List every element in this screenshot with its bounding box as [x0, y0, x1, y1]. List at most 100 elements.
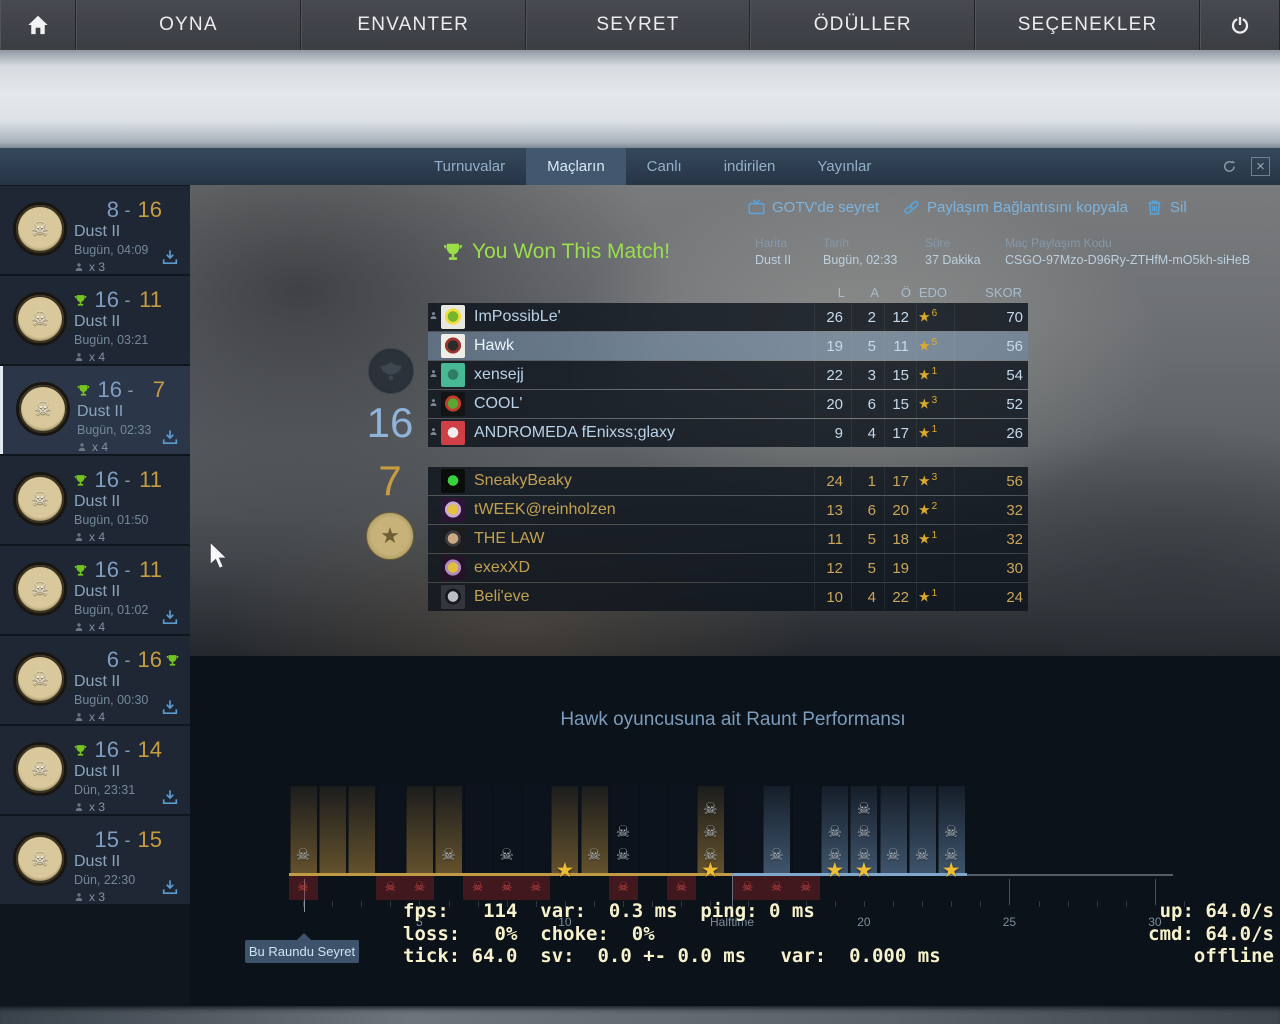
match-score: 16-11	[74, 467, 186, 493]
watch-this-round-button[interactable]: Bu Raundu Seyret	[245, 933, 359, 963]
round-2-bar[interactable]	[318, 786, 346, 873]
column-divider	[954, 390, 955, 418]
download-demo-button[interactable]	[162, 249, 179, 266]
round-11-bar[interactable]	[580, 786, 608, 873]
tab-indirilen[interactable]: indirilen	[703, 148, 797, 185]
tab-canlı[interactable]: Canlı	[626, 148, 703, 185]
kill-skull-icon: ☠	[499, 847, 514, 864]
download-demo-button[interactable]	[162, 789, 179, 806]
match-history-item[interactable]: ☠ 16-7 Dust II Bugün, 02:33 x 4	[0, 366, 190, 454]
nav-button-seyret[interactable]: SEYRET	[525, 0, 751, 50]
nav-button-oyna[interactable]: OYNA	[76, 0, 301, 50]
match-item-info: 15-15 Dust II Dün, 22:30 x 3	[74, 827, 186, 904]
player-row[interactable]: ANDROMEDA fEnixss;glaxy 9 4 17 ★1 26	[428, 419, 1028, 447]
score-right: 16	[137, 647, 162, 672]
download-demo-button[interactable]	[162, 699, 179, 716]
close-button[interactable]: ×	[1251, 157, 1270, 176]
round-22-bar[interactable]	[908, 786, 936, 873]
round-17-bar[interactable]	[763, 786, 791, 873]
copy-share-link-button[interactable]: Paylaşım Bağlantısını kopyala	[903, 199, 1128, 216]
stat-assists: 5	[867, 530, 876, 548]
stat-mvp: ★1	[918, 366, 938, 383]
round-18-bar[interactable]	[792, 786, 820, 873]
round-5-bar[interactable]	[405, 786, 433, 873]
round-3-bar[interactable]	[347, 786, 375, 873]
match-history-item[interactable]: ☠ 16-11 Dust II Bugün, 01:02 x 4	[0, 546, 190, 634]
person-icon	[75, 713, 83, 721]
delete-match-button[interactable]: Sil	[1146, 199, 1187, 216]
round-21-bar[interactable]	[879, 786, 907, 873]
match-history-item[interactable]: ☠ 16-11 Dust II Bugün, 01:50 x 4	[0, 456, 190, 544]
friend-person-icon	[430, 399, 437, 407]
match-history-item[interactable]: ☠ 16-14 Dust II Dün, 23:31 x 3	[0, 726, 190, 814]
player-row[interactable]: Hawk 19 5 11 ★5 56	[428, 332, 1028, 360]
stat-kills: 20	[826, 395, 843, 413]
tv-icon	[748, 199, 765, 216]
match-history-item[interactable]: ☠ 8-16 Dust II Bugün, 04:09 x 3	[0, 186, 190, 274]
round-13-bar[interactable]	[638, 786, 666, 873]
download-demo-button[interactable]	[162, 879, 179, 896]
player-row[interactable]: xensejj 22 3 15 ★1 54	[428, 361, 1028, 389]
download-icon	[162, 610, 178, 625]
nav-button-ödüller[interactable]: ÖDÜLLER	[750, 0, 976, 50]
round-9-bar[interactable]	[522, 786, 550, 873]
round-12-bar[interactable]	[609, 786, 637, 873]
nav-button-seçenekler[interactable]: SEÇENEKLER	[975, 0, 1200, 50]
column-header-a: A	[870, 285, 879, 300]
round-19-bar[interactable]	[821, 786, 849, 873]
refresh-button[interactable]	[1220, 157, 1239, 176]
round-16-bar[interactable]	[734, 786, 761, 873]
download-demo-button[interactable]	[162, 609, 179, 626]
round-7-bar[interactable]	[464, 786, 492, 873]
person-icon	[75, 803, 83, 811]
column-divider	[851, 583, 852, 611]
player-name: Hawk	[474, 337, 515, 354]
map-badge-skull: ☠	[31, 758, 49, 780]
stat-score: 24	[1006, 588, 1023, 606]
axis-tick	[805, 901, 807, 907]
tab-maçların[interactable]: Maçların	[526, 148, 626, 185]
player-avatar	[441, 305, 465, 329]
player-row[interactable]: SneakyBeaky 24 1 17 ★3 56	[428, 467, 1028, 495]
player-row[interactable]: exexXD 12 5 19 30	[428, 554, 1028, 582]
nav-button-envanter[interactable]: ENVANTER	[300, 0, 526, 50]
match-history-item[interactable]: ☠ 15-15 Dust II Dün, 22:30 x 3	[0, 816, 190, 904]
watch-gotv-button[interactable]: GOTV'de seyret	[748, 199, 879, 216]
player-row[interactable]: COOL' 20 6 15 ★3 52	[428, 390, 1028, 418]
home-button[interactable]	[0, 0, 76, 50]
player-row[interactable]: Beli'eve 10 4 22 ★1 24	[428, 583, 1028, 611]
mvp-star-icon: ★	[555, 859, 575, 882]
player-row[interactable]: THE LAW 11 5 18 ★1 32	[428, 525, 1028, 553]
match-history-item[interactable]: ☠ 16-11 Dust II Bugün, 03:21 x 4	[0, 276, 190, 364]
trophy-icon	[74, 564, 87, 576]
round-23-bar[interactable]	[937, 786, 965, 873]
round-15-bar[interactable]	[696, 786, 724, 873]
player-row[interactable]: tWEEK@reinholzen 13 6 20 ★2 32	[428, 496, 1028, 524]
tab-turnuvalar[interactable]: Turnuvalar	[413, 148, 526, 185]
axis-tick	[951, 901, 953, 907]
person-icon	[75, 533, 83, 541]
stat-mvp: ★2	[918, 501, 938, 518]
kill-skull-icon: ☠	[615, 847, 631, 864]
stat-mvp: ★6	[918, 308, 938, 325]
map-badge-skull: ☠	[31, 848, 49, 870]
match-history-item[interactable]: ☠ 6-16 Dust II Bugün, 00:30 x 4	[0, 636, 190, 724]
player-row[interactable]: ImPossibLe' 26 2 12 ★6 70	[428, 303, 1028, 331]
score-dash: -	[124, 829, 131, 850]
round-4-bar[interactable]	[376, 786, 404, 873]
round-8-bar[interactable]	[493, 786, 521, 873]
stat-kills: 11	[827, 530, 843, 548]
tab-yayınlar[interactable]: Yayınlar	[796, 148, 892, 185]
round-10-bar[interactable]	[551, 786, 579, 873]
stat-kills: 9	[834, 424, 843, 442]
round-20-bar[interactable]	[850, 786, 878, 873]
round-6-bar[interactable]	[435, 786, 462, 873]
quit-button[interactable]	[1199, 0, 1280, 50]
column-divider	[954, 361, 955, 389]
death-skull-icon: ☠	[529, 879, 542, 894]
map-badge-skull: ☠	[31, 218, 49, 240]
download-demo-button[interactable]	[162, 429, 179, 446]
round-14-bar[interactable]	[667, 786, 695, 873]
round-1-bar[interactable]	[289, 786, 317, 873]
